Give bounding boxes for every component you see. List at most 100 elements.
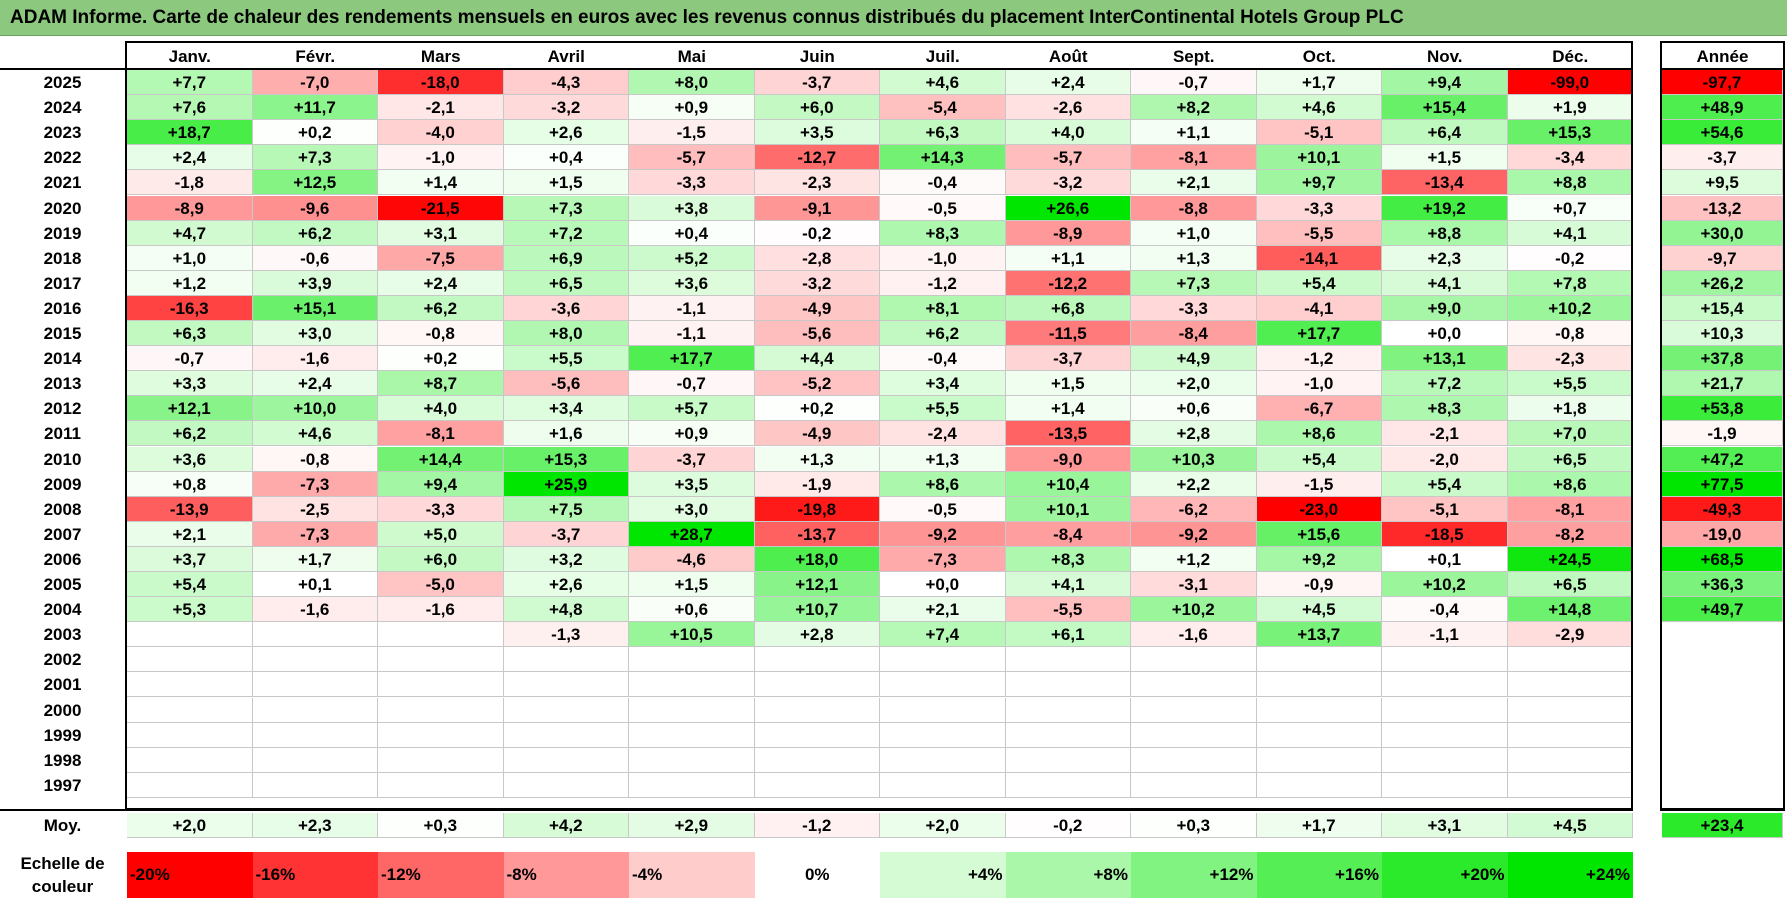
heatmap-cell: -3,3 [378,496,504,522]
heatmap-cell [1256,772,1382,798]
heatmap-cell [1131,772,1257,798]
heatmap-cell: +1,2 [1131,546,1257,572]
heatmap-cell [127,672,253,698]
heatmap-cell [629,697,755,723]
annual-cell: +36,3 [1662,572,1783,598]
heatmap-cell: +12,5 [252,170,378,196]
heatmap-cell: -7,0 [252,70,378,96]
heatmap-cell: +1,5 [1382,145,1508,171]
heatmap-cell: +4,9 [1131,346,1257,372]
heatmap-cell: -3,3 [1256,195,1382,221]
month-header: Janv. [168,47,211,66]
heatmap-cell: +2,0 [1131,371,1257,397]
heatmap-cell: +5,4 [1256,270,1382,296]
heatmap-cell: +6,2 [378,295,504,321]
heatmap-cell [252,747,378,773]
heatmap-cell: +6,2 [880,321,1006,347]
heatmap-cell [629,747,755,773]
heatmap-cell: -4,1 [1256,295,1382,321]
heatmap-cell: +4,6 [880,70,1006,96]
heatmap-cell [1131,722,1257,748]
heatmap-cell: -3,4 [1507,145,1633,171]
heatmap-cell: +8,6 [880,471,1006,497]
heatmap-cell: -6,2 [1131,496,1257,522]
heatmap-cell: +10,4 [1005,471,1131,497]
heatmap-cell [1005,747,1131,773]
heatmap-cell: +4,1 [1005,572,1131,598]
color-scale-cell: +24% [1507,852,1633,898]
heatmap-cell: -2,4 [880,421,1006,447]
heatmap-cell: -3,2 [1005,170,1131,196]
heatmap-cell: -5,4 [880,95,1006,121]
heatmap-cell: +8,2 [1131,95,1257,121]
heatmap-cell [378,647,504,673]
heatmap-cell [1256,747,1382,773]
heatmap-cell [378,622,504,648]
heatmap-cell: +26,6 [1005,195,1131,221]
heatmap-cell: +8,6 [1256,421,1382,447]
heatmap-cell: -0,4 [880,346,1006,372]
heatmap-cell: -1,6 [1131,622,1257,648]
annual-cell: +37,8 [1662,346,1783,372]
annual-cell: +68,5 [1662,546,1783,572]
heatmap-cell: -5,6 [754,321,880,347]
heatmap-cell [252,697,378,723]
heatmap-cell: +1,8 [1507,396,1633,422]
heatmap-cell [252,647,378,673]
heatmap-cell [378,747,504,773]
heatmap-cell: +7,6 [127,95,253,121]
heatmap-cell: -2,3 [1507,346,1633,372]
heatmap-cell: -2,6 [1005,95,1131,121]
average-cell: +2,0 [127,813,253,838]
heatmap-cell [1507,672,1633,698]
heatmap-cell: -2,0 [1382,446,1508,472]
heatmap-cell: +7,3 [252,145,378,171]
heatmap-cell: -1,0 [378,145,504,171]
heatmap-cell: +2,4 [127,145,253,171]
heatmap-cell: -1,1 [629,321,755,347]
heatmap-cell: +6,5 [503,270,629,296]
heatmap-cell: -4,6 [629,546,755,572]
heatmap-cell: +3,7 [127,546,253,572]
heatmap-cell: -0,7 [629,371,755,397]
heatmap-cell: +5,4 [127,572,253,598]
heatmap-cell [503,722,629,748]
report-title: ADAM Informe. Carte de chaleur des rende… [0,0,1787,36]
heatmap-cell [1382,647,1508,673]
heatmap-cell: +7,2 [503,220,629,246]
heatmap-cell: -23,0 [1256,496,1382,522]
year-label: 2011 [44,424,81,444]
heatmap-cell: +1,3 [880,446,1006,472]
heatmap-cell: +2,6 [503,572,629,598]
year-label: 1999 [43,725,82,745]
heatmap-cell: -3,2 [503,95,629,121]
heatmap-cell [503,697,629,723]
heatmap-cell: +9,4 [378,471,504,497]
heatmap-cell: +18,0 [754,546,880,572]
heatmap-cell [1005,672,1131,698]
heatmap-cell: +4,5 [1256,597,1382,623]
heatmap-cell: +7,2 [1382,371,1508,397]
heatmap-cell: -21,5 [378,195,504,221]
year-label: 2014 [43,349,82,369]
year-label: 2015 [43,324,82,343]
heatmap-cell: +2,1 [1131,170,1257,196]
heatmap-cell: +5,7 [629,396,755,422]
heatmap-cell: +7,8 [1507,270,1633,296]
heatmap-cell [1131,672,1257,698]
heatmap-cell: +8,7 [378,371,504,397]
heatmap-cell: -3,7 [1005,346,1131,372]
heatmap-cell: -2,8 [754,245,880,271]
heatmap-cell: -5,5 [1256,220,1382,246]
annual-cell: -13,2 [1662,195,1783,221]
year-label: 2000 [43,700,82,720]
heatmap-cell: +0,1 [1382,546,1508,572]
heatmap-cell [1005,697,1131,723]
heatmap-cell: +0,1 [252,572,378,598]
month-header: Juin [799,47,835,66]
color-scale-cell: -12% [378,852,504,898]
heatmap-cell [503,772,629,798]
heatmap-cell: -1,6 [252,346,378,372]
heatmap-cell: +3,0 [252,321,378,347]
heatmap-cell [378,772,504,798]
